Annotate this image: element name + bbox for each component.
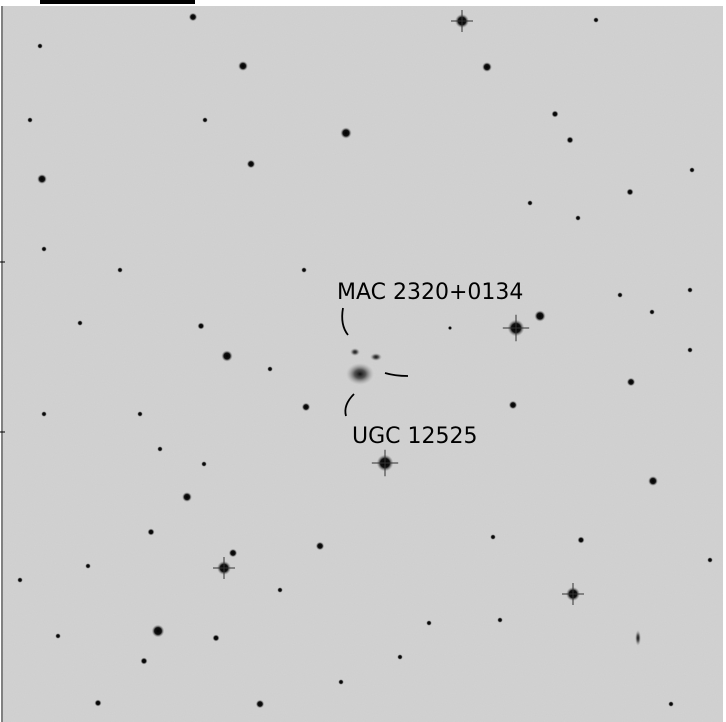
star <box>41 246 47 252</box>
star <box>246 159 256 169</box>
star <box>626 377 636 387</box>
star <box>668 701 674 707</box>
star <box>17 577 23 583</box>
star <box>490 534 496 540</box>
star <box>397 654 403 660</box>
galaxy <box>346 363 374 385</box>
stars <box>17 10 713 709</box>
star <box>182 492 192 502</box>
star <box>147 528 155 536</box>
star <box>447 325 453 331</box>
star <box>201 461 207 467</box>
star <box>238 61 248 71</box>
star <box>212 634 220 642</box>
star <box>37 43 43 49</box>
star <box>94 699 102 707</box>
star <box>575 215 581 221</box>
star <box>340 127 352 139</box>
star <box>255 699 265 709</box>
star <box>37 174 47 184</box>
star <box>689 167 695 173</box>
star <box>27 117 33 123</box>
star <box>117 267 123 273</box>
galaxy-label: MAC 2320+0134 <box>337 280 523 305</box>
star <box>527 200 533 206</box>
star <box>197 322 205 330</box>
star <box>301 402 311 412</box>
galaxy-label: UGC 12525 <box>352 424 478 449</box>
star <box>151 624 165 638</box>
star <box>55 633 61 639</box>
star <box>626 188 634 196</box>
star <box>707 557 713 563</box>
star <box>228 548 238 558</box>
star <box>137 411 143 417</box>
star <box>648 476 658 486</box>
star <box>77 320 83 326</box>
star <box>301 267 307 273</box>
star <box>277 587 283 593</box>
star <box>221 350 233 362</box>
galaxy <box>635 630 641 646</box>
cropped-header <box>40 0 195 4</box>
star <box>140 657 148 665</box>
star <box>687 287 693 293</box>
star <box>566 136 574 144</box>
star <box>534 310 546 322</box>
star <box>41 411 47 417</box>
star <box>267 366 273 372</box>
star <box>482 62 492 72</box>
star <box>338 679 344 685</box>
star <box>508 400 518 410</box>
pointer-line <box>344 393 355 417</box>
star <box>497 617 503 623</box>
star <box>593 17 599 23</box>
star <box>551 110 559 118</box>
star <box>617 292 623 298</box>
pointer-line <box>341 307 349 336</box>
galaxy <box>350 348 360 356</box>
star <box>687 347 693 353</box>
star <box>426 620 432 626</box>
pointer-line <box>384 372 409 377</box>
star <box>188 12 198 22</box>
star <box>202 117 208 123</box>
star <box>315 541 325 551</box>
star <box>577 536 585 544</box>
star <box>157 446 163 452</box>
star <box>85 563 91 569</box>
star <box>649 309 655 315</box>
galaxy <box>370 353 382 361</box>
